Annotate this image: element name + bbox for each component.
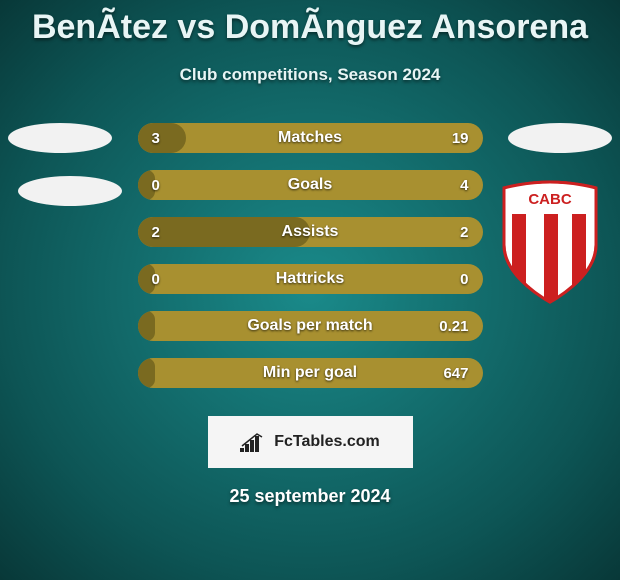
player-left-badge-2 — [18, 176, 122, 206]
stat-row-matches: 3 Matches 19 — [138, 123, 483, 153]
footer-brand-box[interactable]: FcTables.com — [208, 416, 413, 468]
stats-container: 3 Matches 19 0 Goals 4 2 Assists 2 0 Hat… — [138, 123, 483, 388]
stat-right-value: 2 — [460, 224, 468, 241]
stat-label: Min per goal — [138, 364, 483, 382]
stat-label: Hattricks — [138, 270, 483, 288]
footer-brand-text: FcTables.com — [274, 433, 380, 451]
svg-text:CABC: CABC — [528, 191, 571, 208]
stat-right-value: 0.21 — [439, 318, 468, 335]
stat-row-assists: 2 Assists 2 — [138, 217, 483, 247]
club-logo-right: CABC — [500, 180, 600, 305]
stat-right-value: 647 — [443, 365, 468, 382]
stat-row-gpm: Goals per match 0.21 — [138, 311, 483, 341]
stat-right-value: 0 — [460, 271, 468, 288]
stat-row-hattricks: 0 Hattricks 0 — [138, 264, 483, 294]
stat-right-value: 19 — [452, 130, 469, 147]
stat-row-goals: 0 Goals 4 — [138, 170, 483, 200]
fctables-icon — [240, 432, 268, 452]
stat-label: Assists — [138, 223, 483, 241]
player-right-badge — [508, 123, 612, 153]
footer-date: 25 september 2024 — [0, 486, 620, 507]
subtitle: Club competitions, Season 2024 — [0, 65, 620, 85]
player-left-badge-1 — [8, 123, 112, 153]
stat-label: Goals per match — [138, 317, 483, 335]
stat-label: Goals — [138, 176, 483, 194]
stat-label: Matches — [138, 129, 483, 147]
stat-row-mpg: Min per goal 647 — [138, 358, 483, 388]
page-title: BenÃ­tez vs DomÃ­nguez Ansorena — [0, 0, 620, 47]
stat-right-value: 4 — [460, 177, 468, 194]
